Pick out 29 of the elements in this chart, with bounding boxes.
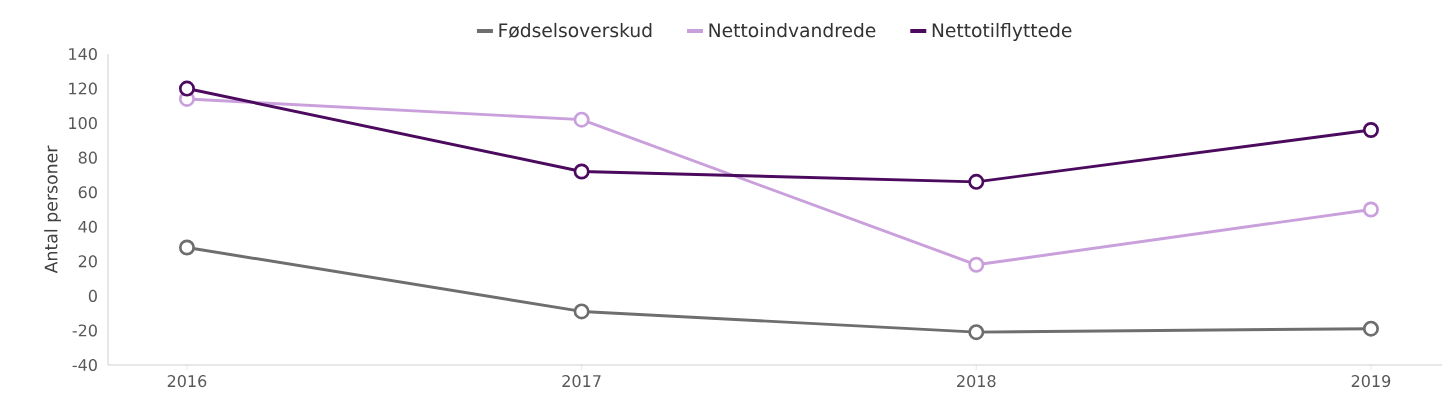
- point: [573, 303, 590, 320]
- legend-label: Nettoindvandrede: [709, 22, 876, 38]
- x-tick-label: 2019: [1351, 375, 1391, 388]
- point: [1362, 320, 1379, 337]
- y-tick-label: -20: [72, 324, 97, 337]
- y-tick-label: 120: [69, 82, 97, 95]
- y-tick-label: 140: [69, 47, 97, 61]
- x-tick-label: 2018: [957, 375, 996, 388]
- legend-label: Nettotilflyttede: [932, 22, 1072, 41]
- point: [968, 256, 985, 273]
- x-tick-label: 2016: [167, 375, 207, 388]
- x-tick-label: 2017: [562, 375, 601, 388]
- point: [968, 173, 985, 190]
- y-tick-label: 100: [69, 117, 97, 130]
- point: [573, 111, 590, 128]
- point: [968, 324, 985, 341]
- y-tick-label: 40: [78, 220, 97, 233]
- point: [1362, 201, 1379, 218]
- y-tick-label: 0: [88, 289, 97, 302]
- y-axis-title: Antal personer: [44, 145, 61, 274]
- point: [178, 80, 195, 97]
- point: [178, 239, 195, 256]
- y-tick-label: 60: [78, 186, 97, 199]
- legend-label: Fødselsoverskud: [499, 22, 652, 38]
- point: [573, 163, 590, 180]
- y-tick-label: 80: [78, 151, 97, 164]
- y-tick-label: 20: [78, 255, 97, 268]
- point: [1362, 122, 1379, 139]
- y-tick-label: -40: [72, 358, 97, 372]
